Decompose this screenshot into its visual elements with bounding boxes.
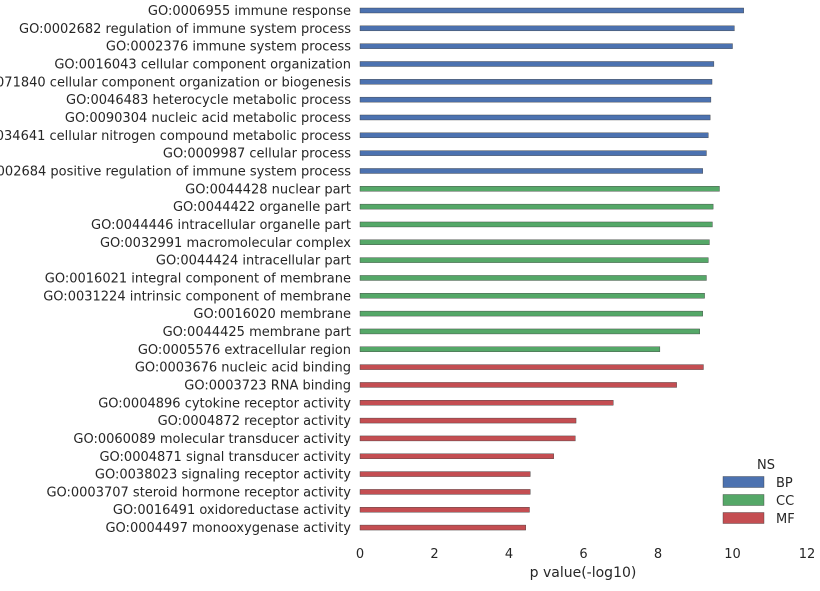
bar [359, 132, 709, 139]
category-label: GO:0046483 heterocycle metabolic process [66, 93, 351, 108]
bar [359, 257, 709, 263]
x-tick-label: 10 [724, 547, 741, 562]
category-label: GO:0004497 monooxygenase activity [105, 521, 351, 536]
category-label: GO:0003707 steroid hormone receptor acti… [46, 485, 351, 500]
x-tick-label: 6 [579, 547, 587, 562]
category-label: GO:0016491 oxidoreductase activity [113, 503, 351, 518]
legend-title: NS [757, 458, 775, 473]
bar [359, 524, 526, 531]
bar [359, 221, 713, 228]
x-tick-label: 4 [505, 547, 513, 562]
category-label: GO:0044424 intracellular part [156, 254, 351, 269]
bar [359, 239, 710, 245]
category-label: GO:0038023 signaling receptor activity [95, 468, 351, 483]
category-label: GO:0034641 cellular nitrogen compound me… [0, 129, 351, 144]
category-label: GO:0090304 nucleic acid metabolic proces… [65, 111, 351, 126]
legend-label: BP [776, 476, 793, 491]
x-tick-label: 8 [654, 547, 662, 562]
bar [359, 203, 714, 210]
bar [359, 310, 703, 317]
category-label: GO:0044425 membrane part [163, 325, 351, 340]
legend: NS BP CC MF [722, 458, 795, 527]
bar [359, 364, 704, 370]
bar [359, 25, 735, 32]
category-label: GO:0004896 cytokine receptor activity [98, 396, 351, 411]
bar [359, 453, 554, 459]
category-label: GO:0031224 intrinsic component of membra… [43, 289, 351, 304]
bar [359, 61, 715, 67]
category-label: GO:0004871 signal transducer activity [99, 450, 351, 465]
bar [359, 275, 707, 281]
bar [359, 471, 531, 477]
bar [359, 114, 711, 121]
category-label: GO:0016020 membrane [193, 307, 351, 322]
category-label: GO:0009987 cellular process [163, 147, 351, 162]
category-label: GO:0006955 immune response [148, 4, 351, 19]
bar [359, 507, 530, 513]
bar [359, 435, 576, 442]
category-label: GO:0016043 cellular component organizati… [54, 57, 351, 72]
bar [359, 382, 677, 388]
bar [359, 346, 661, 352]
legend-swatch [722, 494, 765, 506]
bar [359, 400, 614, 406]
bar [359, 79, 713, 85]
category-label: GO:0044422 organelle part [173, 200, 351, 215]
category-labels: GO:0006955 immune response GO:0002682 reg… [0, 4, 351, 536]
bar [359, 489, 531, 495]
bar [359, 150, 707, 156]
category-label: GO:0005576 extracellular region [138, 343, 351, 358]
category-label: GO:0044446 intracellular organelle part [91, 218, 351, 233]
category-label: GO:0044428 nuclear part [185, 182, 351, 197]
category-label: GO:0002684 positive regulation of immune… [0, 164, 351, 179]
x-tick-label: 0 [356, 547, 364, 562]
category-label: GO:0004872 receptor activity [158, 414, 352, 429]
bar [359, 7, 744, 14]
legend-label: MF [776, 512, 795, 527]
x-tick-label: 2 [430, 547, 438, 562]
legend-label: CC [776, 494, 794, 509]
bar [359, 96, 712, 103]
legend-swatch [722, 476, 765, 488]
category-label: GO:0002682 regulation of immune system p… [19, 22, 351, 37]
x-tick-label: 12 [799, 547, 816, 562]
category-label: GO:0002376 immune system process [106, 40, 351, 55]
bar [359, 293, 705, 299]
category-label: GO:0003676 nucleic acid binding [135, 361, 351, 376]
bar [359, 43, 733, 49]
bar [359, 417, 577, 424]
legend-swatch [722, 512, 765, 524]
category-label: GO:0016021 integral component of membran… [45, 271, 351, 286]
bar [359, 186, 720, 192]
category-label: GO:0032991 macromolecular complex [100, 236, 351, 251]
bars-layer [359, 7, 744, 531]
category-label: GO:0003723 RNA binding [184, 378, 351, 393]
x-axis: p value(-log10) 0 2 4 6 8 10 12 [356, 547, 815, 581]
category-label: GO:0071840 cellular component organizati… [0, 75, 351, 90]
category-label: GO:0060089 molecular transducer activity [73, 432, 351, 447]
bar [359, 168, 703, 174]
bar [359, 328, 700, 335]
x-axis-label: p value(-log10) [530, 565, 637, 581]
